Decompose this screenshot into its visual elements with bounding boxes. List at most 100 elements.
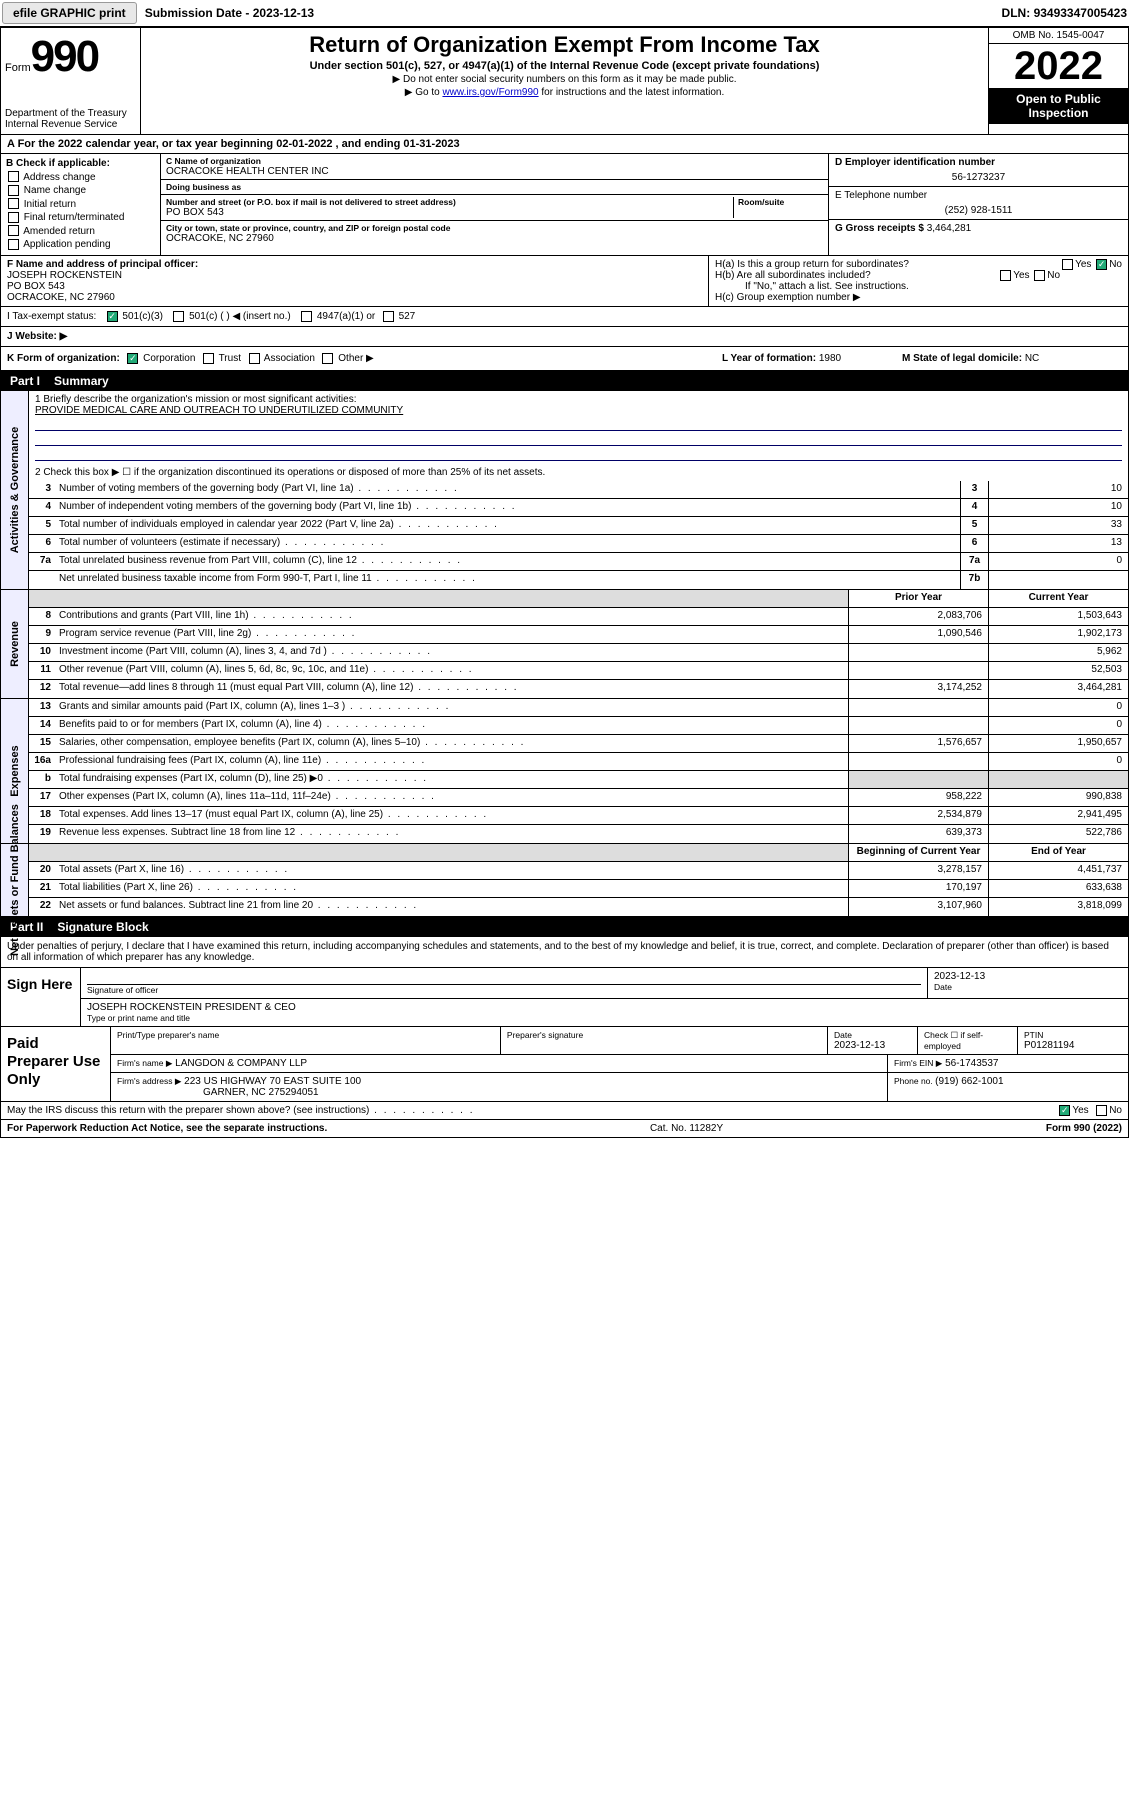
cb-amended-return-label: Amended return bbox=[23, 226, 95, 237]
dln-value: 93493347005423 bbox=[1034, 6, 1127, 20]
line-val bbox=[988, 571, 1128, 589]
ha-no-cb[interactable]: ✓ bbox=[1096, 259, 1107, 270]
mission-line-3 bbox=[35, 432, 1122, 446]
curr-val: 1,902,173 bbox=[988, 626, 1128, 643]
k-trust-cb[interactable] bbox=[203, 353, 214, 364]
line-desc: Revenue less expenses. Subtract line 18 … bbox=[55, 825, 848, 843]
curr-val: 0 bbox=[988, 717, 1128, 734]
i-501c-label: 501(c) ( ) ◀ (insert no.) bbox=[189, 311, 291, 322]
may-no-label: No bbox=[1109, 1105, 1122, 1116]
form-title-box: Return of Organization Exempt From Incom… bbox=[141, 28, 988, 134]
rev-hdr-blank bbox=[29, 590, 55, 607]
m-label: M State of legal domicile: bbox=[902, 353, 1025, 364]
prep-ptin-label: PTIN bbox=[1024, 1030, 1122, 1040]
prior-val: 1,090,546 bbox=[848, 626, 988, 643]
k-assoc-cb[interactable] bbox=[249, 353, 260, 364]
line-val: 10 bbox=[988, 499, 1128, 516]
cb-initial-return[interactable]: Initial return bbox=[6, 198, 155, 212]
c-addr-label: Number and street (or P.O. box if mail i… bbox=[166, 197, 733, 207]
officer-name-label: Type or print name and title bbox=[87, 1013, 1122, 1023]
paid-preparer-label: Paid Preparer Use Only bbox=[1, 1027, 111, 1101]
section-i: I Tax-exempt status: ✓ 501(c)(3) 501(c) … bbox=[0, 307, 1129, 327]
table-row: 11 Other revenue (Part VIII, column (A),… bbox=[29, 662, 1128, 680]
i-501c3-cb[interactable]: ✓ bbox=[107, 311, 118, 322]
table-row: 21 Total liabilities (Part X, line 26) 1… bbox=[29, 880, 1128, 898]
row-a-pre: A For the 2022 calendar year, or tax yea… bbox=[7, 138, 276, 150]
section-j: J Website: ▶ bbox=[0, 327, 1129, 347]
form-subtitle-1: Under section 501(c), 527, or 4947(a)(1)… bbox=[147, 60, 982, 72]
k-corp-cb[interactable]: ✓ bbox=[127, 353, 138, 364]
summary-net-assets: Net Assets or Fund Balances Beginning of… bbox=[0, 844, 1129, 917]
col-de: D Employer identification number 56-1273… bbox=[828, 154, 1128, 255]
prior-val: 639,373 bbox=[848, 825, 988, 843]
cb-name-change[interactable]: Name change bbox=[6, 184, 155, 198]
line-desc: Net assets or fund balances. Subtract li… bbox=[55, 898, 848, 916]
gross-receipts-value: 3,464,281 bbox=[927, 223, 972, 234]
line-desc: Total revenue—add lines 8 through 11 (mu… bbox=[55, 680, 848, 698]
officer-signature-label: Signature of officer bbox=[87, 985, 921, 995]
irs-link[interactable]: www.irs.gov/Form990 bbox=[442, 87, 538, 98]
ha-yes-label: Yes bbox=[1075, 259, 1091, 270]
table-row: 12 Total revenue—add lines 8 through 11 … bbox=[29, 680, 1128, 698]
line-num: 17 bbox=[29, 789, 55, 806]
cb-amended-return[interactable]: Amended return bbox=[6, 225, 155, 239]
hb-yes-cb[interactable] bbox=[1000, 270, 1011, 281]
gov-row: 6 Total number of volunteers (estimate i… bbox=[29, 535, 1128, 553]
officer-signature-line[interactable] bbox=[87, 971, 921, 985]
row-m: M State of legal domicile: NC bbox=[902, 353, 1122, 364]
may-yes-cb[interactable]: ✓ bbox=[1059, 1105, 1070, 1116]
line-num bbox=[29, 571, 55, 589]
i-501c-cb[interactable] bbox=[173, 311, 184, 322]
k-other-label: Other ▶ bbox=[338, 353, 373, 364]
form-header: Form990 Department of the Treasury Inter… bbox=[0, 27, 1129, 135]
prior-val: 1,576,657 bbox=[848, 735, 988, 752]
firm-phone-label: Phone no. bbox=[894, 1076, 935, 1086]
efile-badge: efile GRAPHIC print bbox=[2, 2, 137, 24]
table-row: 10 Investment income (Part VIII, column … bbox=[29, 644, 1128, 662]
table-row: 8 Contributions and grants (Part VIII, l… bbox=[29, 608, 1128, 626]
cb-final-return[interactable]: Final return/terminated bbox=[6, 211, 155, 225]
may-no-cb[interactable] bbox=[1096, 1105, 1107, 1116]
curr-val: 0 bbox=[988, 753, 1128, 770]
ha-yes-cb[interactable] bbox=[1062, 259, 1073, 270]
officer-addr1: PO BOX 543 bbox=[7, 281, 702, 292]
prior-val: 2,083,706 bbox=[848, 608, 988, 625]
ha-no-label: No bbox=[1109, 259, 1122, 270]
hb-no-cb[interactable] bbox=[1034, 270, 1045, 281]
line-desc: Total liabilities (Part X, line 26) bbox=[55, 880, 848, 897]
may-irs-discuss: May the IRS discuss this return with the… bbox=[0, 1102, 1129, 1120]
prep-self-emp[interactable]: Check ☐ if self-employed bbox=[918, 1027, 1018, 1054]
line-desc: Total number of volunteers (estimate if … bbox=[55, 535, 960, 552]
org-name: OCRACOKE HEALTH CENTER INC bbox=[166, 166, 823, 177]
submission-label: Submission Date - 2023-12-13 bbox=[141, 6, 318, 20]
state-domicile: NC bbox=[1025, 353, 1039, 364]
i-527-cb[interactable] bbox=[383, 311, 394, 322]
gov-row: Net unrelated business taxable income fr… bbox=[29, 571, 1128, 589]
summary-expenses: Expenses 13 Grants and similar amounts p… bbox=[0, 699, 1129, 844]
table-row: b Total fundraising expenses (Part IX, c… bbox=[29, 771, 1128, 789]
prior-val bbox=[848, 771, 988, 788]
line-val: 10 bbox=[988, 481, 1128, 498]
line-num: 3 bbox=[29, 481, 55, 498]
cb-address-change-label: Address change bbox=[23, 172, 95, 183]
cb-app-pending[interactable]: Application pending bbox=[6, 238, 155, 252]
j-label: J Website: ▶ bbox=[7, 331, 67, 342]
h-b2: If "No," attach a list. See instructions… bbox=[715, 281, 1122, 292]
rev-header-row: Prior Year Current Year bbox=[29, 590, 1128, 608]
k-other-cb[interactable] bbox=[322, 353, 333, 364]
line-num: 5 bbox=[29, 517, 55, 534]
h-c: H(c) Group exemption number ▶ bbox=[715, 292, 1122, 303]
line-num: 6 bbox=[29, 535, 55, 552]
submission-date-label: Submission Date - bbox=[145, 6, 253, 20]
h-a-label: H(a) Is this a group return for subordin… bbox=[715, 259, 909, 270]
k-trust-label: Trust bbox=[219, 353, 241, 364]
tab-governance: Activities & Governance bbox=[1, 391, 29, 589]
curr-val: 990,838 bbox=[988, 789, 1128, 806]
firm-name: LANGDON & COMPANY LLP bbox=[175, 1058, 307, 1069]
cb-address-change[interactable]: Address change bbox=[6, 171, 155, 185]
prior-val: 958,222 bbox=[848, 789, 988, 806]
i-4947-cb[interactable] bbox=[301, 311, 312, 322]
curr-val: 3,818,099 bbox=[988, 898, 1128, 916]
part-1-title: Summary bbox=[54, 374, 109, 388]
h-a: H(a) Is this a group return for subordin… bbox=[715, 259, 1122, 270]
